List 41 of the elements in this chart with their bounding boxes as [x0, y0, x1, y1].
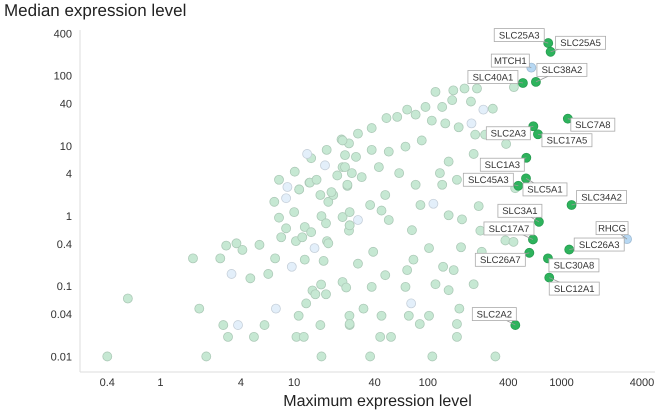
y-tick-label: 100 [54, 70, 72, 83]
annotation: SLC2A2 [476, 309, 512, 320]
y-tick-label: 0.04 [50, 309, 72, 322]
annotation: SLC45A3 [468, 175, 509, 186]
x-axis-title: Maximum expression level [283, 393, 472, 410]
x-tick-label: 0.4 [100, 376, 115, 389]
y-tick-label: 10 [60, 140, 72, 153]
x-tick-label: 1 [157, 376, 164, 389]
annotation: SLC7A8 [575, 120, 611, 131]
annotation: SLC34A2 [581, 192, 622, 204]
annotation: MTCH1 [494, 56, 527, 67]
annotation: SLC5A1 [527, 184, 563, 196]
annotation: SLC3A1 [502, 206, 538, 218]
x-tick-label: 10 [288, 376, 300, 389]
annotation: SLC1A3 [484, 160, 520, 172]
x-tick-label: 100 [418, 376, 438, 389]
annotation: SLC12A1 [554, 284, 595, 295]
annotation: SLC2A3 [490, 128, 526, 140]
y-tick-label: 1 [66, 210, 72, 223]
y-tick-label: 0.1 [56, 281, 72, 294]
annotation: SLC26A7 [480, 255, 521, 266]
y-tick-label: 0.4 [56, 238, 72, 251]
annotation: SLC38A2 [542, 65, 582, 76]
x-tick-label: 40 [368, 376, 381, 389]
annotation: SLC25A3 [498, 30, 540, 42]
annotation: RHCG [598, 223, 626, 234]
x-tick-label: 1000 [549, 376, 574, 389]
annotation: SLC25A5 [560, 38, 601, 50]
annotation: SLC26A3 [578, 240, 620, 251]
y-tick-label: 40 [60, 98, 72, 111]
annotation: SLC40A1 [472, 72, 514, 84]
y-tick-label: 0.01 [50, 351, 72, 364]
x-tick-label: 400 [499, 376, 518, 389]
annotation: SLC17A7 [488, 224, 530, 235]
x-tick-label: 4 [238, 376, 244, 389]
annotation: SLC17A5 [546, 136, 588, 147]
x-tick-label: 4000 [630, 376, 654, 389]
y-tick-label: 4 [66, 168, 72, 181]
y-axis-title: Median expression level [4, 1, 186, 20]
y-tick-label: 400 [54, 28, 72, 40]
annotation: SLC30A8 [554, 260, 594, 272]
